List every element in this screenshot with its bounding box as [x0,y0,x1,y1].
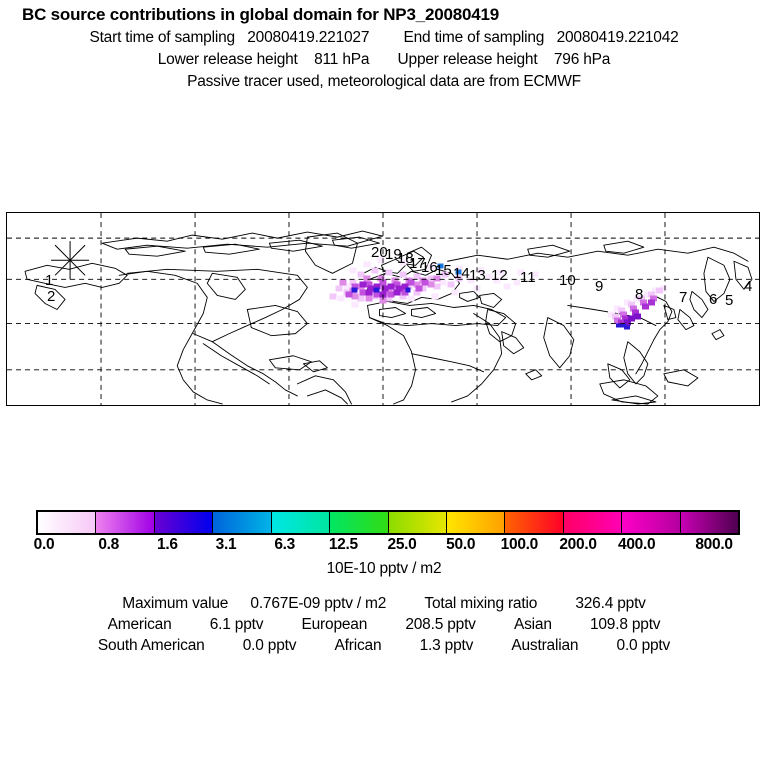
trajectory-label-14: 14 [453,265,470,282]
colorbar-tick-1: 0.8 [98,536,119,553]
colorbar-segment-2 [154,512,214,533]
colorbar-segment-0 [38,512,97,533]
region-label-european: European [301,616,368,633]
region-label-african: African [334,637,382,654]
total-mixing-ratio-value: 326.4 pptv [575,595,646,612]
trajectory-label-2: 2 [47,288,56,305]
statistics-block: Maximum value 0.767E-09 pptv / m2 Total … [0,592,768,655]
start-time-label: Start time of sampling [89,29,235,46]
trajectory-label-8: 8 [635,286,644,303]
trajectory-label-13: 13 [469,267,486,284]
colorbar-tick-7: 50.0 [446,536,476,553]
sampling-time-line: Start time of sampling 20080419.221027 E… [0,29,768,47]
colorbar-tick-11: 800.0 [695,536,733,553]
colorbar-segment-3 [213,512,272,533]
region-label-australian: Australian [511,637,579,654]
trajectory-label-20: 20 [371,244,388,261]
world-map-panel[interactable]: 1 2 4 5 6 7 8 9 10 11 12 13 14 15 16 17 18 19 20 [6,212,760,406]
trajectory-label-7: 7 [679,289,688,306]
colorbar-segment-8 [505,512,564,533]
map-gridlines [7,213,759,405]
trajectory-label-19: 19 [385,246,402,263]
trajectory-label-1: 1 [45,272,54,289]
release-height-line: Lower release height 811 hPa Upper relea… [0,51,768,69]
stats-row-south: South American 0.0 pptv African 1.3 pptv… [0,637,768,655]
colorbar-tick-0: 0.0 [33,536,55,553]
colorbar-segment-4 [271,512,331,533]
trajectory-label-18: 18 [397,250,414,267]
max-value-value: 0.767E-09 pptv / m2 [250,595,387,612]
stats-row-north: American 6.1 pptv European 208.5 pptv As… [0,616,768,634]
region-value-american: 6.1 pptv [209,616,264,633]
region-value-south-american: 0.0 pptv [242,637,297,654]
upper-release-label: Upper release height [397,51,538,68]
colorbar-tick-3: 3.1 [215,536,237,553]
max-value-label: Maximum value [122,595,229,612]
region-value-african: 1.3 pptv [419,637,474,654]
trajectory-label-11: 11 [520,269,536,286]
trajectory-label-16: 16 [421,259,438,276]
trajectory-label-9: 9 [595,278,604,295]
lower-release-value: 811 hPa [314,51,370,68]
colorbar-tick-2: 1.6 [157,536,178,553]
end-time-label: End time of sampling [403,29,545,46]
colorbar-segment-10 [622,512,681,533]
colorbar-tick-5: 12.5 [328,536,358,553]
colorbar[interactable] [36,510,740,535]
colorbar-segment-11 [680,512,739,533]
region-label-american: American [107,616,172,633]
region-label-south-american: South American [97,637,205,654]
trajectory-label-10: 10 [559,272,576,289]
trajectory-label-5: 5 [725,292,734,309]
release-site-x-marker [51,241,90,280]
colorbar-segment-9 [563,512,623,533]
colorbar-segment-1 [96,512,155,533]
trajectory-label-6: 6 [709,291,718,308]
trajectory-label-4: 4 [744,278,753,295]
upper-release-value: 796 hPa [553,51,611,68]
colorbar-tick-9: 200.0 [559,536,597,553]
colorbar-unit-label: 10E-10 pptv / m2 [326,560,442,577]
colorbar-tick-6: 25.0 [387,536,417,553]
region-value-asian: 109.8 pptv [589,616,661,633]
page-title: BC source contributions in global domain… [22,5,499,24]
trajectory-label-17: 17 [409,255,426,272]
concentration-plume-layer [329,257,667,330]
trajectory-label-12: 12 [491,267,508,284]
tracer-note: Passive tracer used, meteorological data… [187,73,581,90]
colorbar-segment-7 [446,512,506,533]
colorbar-segment-5 [330,512,389,533]
region-value-european: 208.5 pptv [405,616,476,633]
region-label-asian: Asian [513,616,552,633]
colorbar-tick-4: 6.3 [274,536,295,553]
start-time-value: 20080419.221027 [247,29,370,46]
header-block: BC source contributions in global domain… [0,0,768,91]
colorbar-tick-labels: 0.0 0.8 1.6 3.1 6.3 12.5 25.0 50.0 100.0 200.0 400… [0,535,768,555]
lower-release-label: Lower release height [157,51,298,68]
trajectory-label-15: 15 [435,262,452,279]
total-mixing-ratio-label: Total mixing ratio [424,595,538,612]
colorbar-segment-6 [388,512,447,533]
colorbar-tick-8: 100.0 [500,536,539,553]
colorbar-tick-10: 400.0 [618,536,656,553]
stats-row-summary: Maximum value 0.767E-09 pptv / m2 Total … [0,595,768,613]
end-time-value: 20080419.221042 [556,29,679,46]
region-value-australian: 0.0 pptv [616,637,671,654]
colorbar-block: 0.0 0.8 1.6 3.1 6.3 12.5 25.0 50.0 100.0 200.0 400… [34,510,740,555]
